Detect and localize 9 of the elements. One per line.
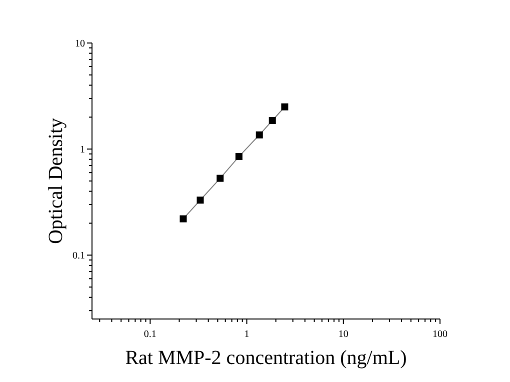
y-tick-label: 10 <box>75 38 85 50</box>
x-tick-label: 100 <box>432 329 448 340</box>
y-tick-label: 1 <box>80 144 85 156</box>
y-axis-title: Optical Density <box>45 118 67 244</box>
x-axis-title: Rat MMP-2 concentration (ng/mL) <box>125 347 407 369</box>
x-tick-label: 10 <box>338 329 348 340</box>
y-tick-label: 0.1 <box>72 250 85 262</box>
x-tick-label: 1 <box>244 329 250 340</box>
x-tick-label: 0.1 <box>144 329 156 340</box>
